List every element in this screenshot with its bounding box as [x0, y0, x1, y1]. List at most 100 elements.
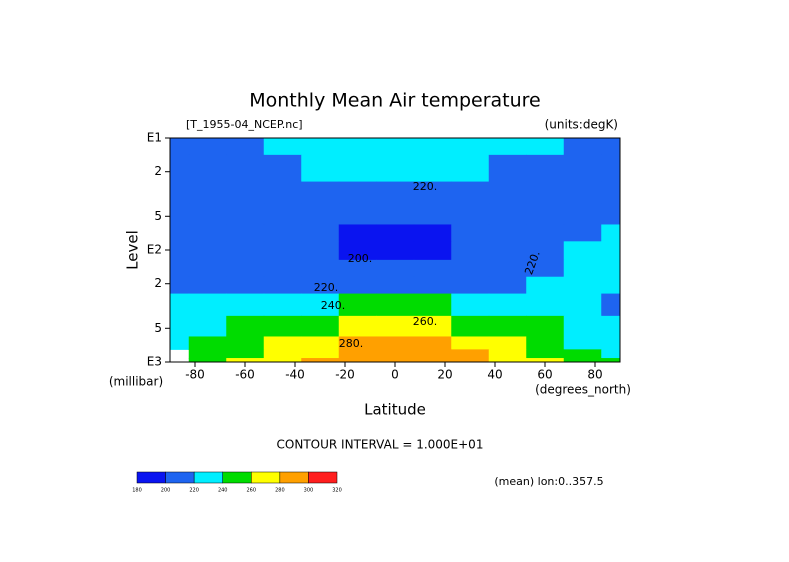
contour-cell: [301, 181, 340, 205]
y-axis-unit: (millibar): [109, 375, 163, 389]
contour-cell: [170, 154, 190, 183]
contour-cell: [170, 315, 190, 337]
y-tick-label: 2: [154, 276, 162, 290]
contour-cell: [526, 154, 565, 183]
contour-cell: [413, 315, 452, 337]
contour-cell: [601, 293, 621, 317]
contour-cell: [601, 224, 621, 242]
contour-cell: [451, 154, 490, 183]
contour-cell: [226, 181, 265, 205]
contour-cell: [376, 224, 415, 242]
contour-cell: [601, 181, 621, 205]
contour-cell: [451, 224, 490, 242]
contour-cell: [563, 203, 602, 225]
y-tick-label: 5: [154, 321, 162, 335]
contour-cell: [526, 241, 565, 261]
contour-cell: [226, 349, 265, 359]
contour-cell: [338, 259, 377, 278]
contour-cell: [451, 241, 490, 261]
contour-cell: [170, 336, 190, 350]
contour-cell: [601, 154, 621, 183]
contour-cell: [301, 358, 340, 363]
contour-cell: [413, 203, 452, 225]
contour-cell: [263, 358, 302, 363]
contour-label: 200.: [348, 252, 373, 265]
contour-cell: [376, 315, 415, 337]
contour-cell: [170, 259, 190, 278]
contour-cell: [338, 154, 377, 183]
contour-cell: [226, 358, 265, 363]
x-axis-unit: (degrees_north): [535, 383, 631, 397]
contour-cell: [188, 259, 227, 278]
contour-cell: [413, 259, 452, 278]
contour-cell: [526, 276, 565, 295]
contour-cell: [451, 358, 490, 363]
colorbar-swatch: [193, 471, 223, 484]
x-tick-label: 20: [437, 368, 452, 382]
x-tick-label: 40: [487, 368, 502, 382]
contour-cell: [601, 315, 621, 337]
contour-cell: [338, 181, 377, 205]
chart-title: Monthly Mean Air temperature: [249, 90, 540, 112]
contour-cell: [526, 203, 565, 225]
y-tick-label: E3: [147, 355, 162, 369]
contour-label: 220.: [314, 281, 339, 294]
contour-cell: [188, 358, 227, 363]
contour-cell: [338, 293, 377, 317]
contour-cell: [563, 224, 602, 242]
contour-cell: [451, 203, 490, 225]
colorbar-swatch: [279, 471, 309, 484]
contour-cell: [563, 336, 602, 350]
colorbar-swatch: [222, 471, 252, 484]
contour-cell: [526, 224, 565, 242]
contour-cell: [526, 336, 565, 350]
contour-cell: [301, 315, 340, 337]
colorbar-label: 260: [247, 488, 257, 494]
contour-cell: [301, 336, 340, 350]
contour-cell: [338, 138, 377, 156]
contour-cell: [526, 293, 565, 317]
contour-cell: [170, 181, 190, 205]
colorbar-swatch: [251, 471, 281, 484]
contour-cell: [451, 349, 490, 359]
contour-cell: [488, 293, 527, 317]
contour-cell: [488, 315, 527, 337]
contour-cell: [376, 138, 415, 156]
colorbar-swatch: [165, 471, 195, 484]
contour-cell: [263, 181, 302, 205]
contour-cell: [226, 154, 265, 183]
contour-cell: [170, 203, 190, 225]
contour-cell: [226, 203, 265, 225]
x-tick-label: -80: [185, 368, 205, 382]
contour-cell: [563, 358, 602, 363]
contour-cell: [488, 181, 527, 205]
contour-cell: [563, 241, 602, 261]
contour-label: 240.: [321, 299, 346, 312]
contour-cell: [451, 138, 490, 156]
contour-cell: [263, 154, 302, 183]
contour-cell: [226, 224, 265, 242]
contour-label: 280.: [339, 337, 364, 350]
annotation: (mean) lon:0..357.5: [494, 475, 603, 488]
contour-cell: [226, 336, 265, 350]
y-tick-label: 2: [154, 164, 162, 178]
contour-cell: [376, 154, 415, 183]
contour-cell: [226, 293, 265, 317]
contour-cell: [263, 138, 302, 156]
contour-cell: [563, 138, 602, 156]
contour-cell: [226, 138, 265, 156]
contour-cell: [301, 276, 340, 295]
contour-cell: [488, 138, 527, 156]
contour-cell: [413, 293, 452, 317]
contour-cell: [188, 138, 227, 156]
contour-cell: [338, 336, 377, 350]
contour-cell: [188, 203, 227, 225]
contour-cell: [338, 276, 377, 295]
contour-cell: [338, 349, 377, 359]
contour-cell: [488, 349, 527, 359]
contour-cell: [526, 259, 565, 278]
contour-cell: [488, 154, 527, 183]
colorbar-swatch: [136, 471, 166, 484]
contour-cell: [488, 358, 527, 363]
colorbar-label: 240: [218, 488, 228, 494]
